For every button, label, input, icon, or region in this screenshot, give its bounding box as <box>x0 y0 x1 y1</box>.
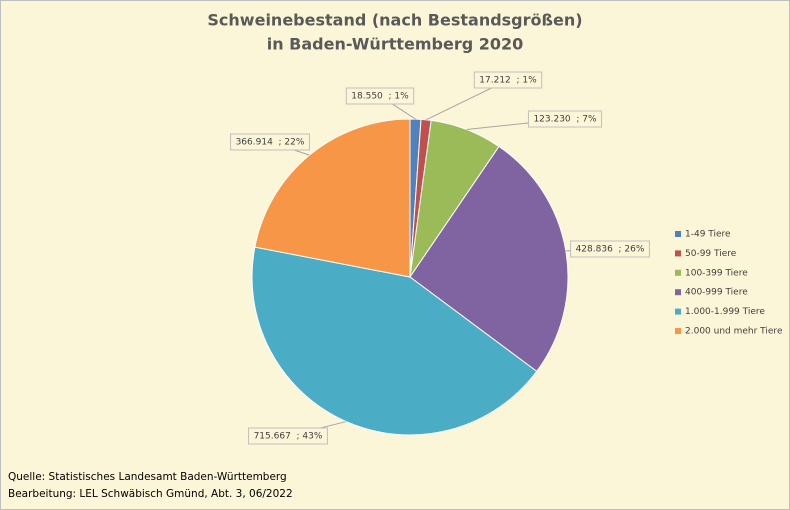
source-note: Bearbeitung: LEL Schwäbisch Gmünd, Abt. … <box>8 488 293 500</box>
pie-slice <box>254 118 411 278</box>
data-label-box <box>345 87 415 105</box>
legend-swatch <box>675 269 681 276</box>
legend-label: 50-99 Tiere <box>685 249 737 259</box>
data-label: 715.667 ; 43% <box>254 432 323 442</box>
pie-slice <box>409 145 569 373</box>
source-note: Quelle: Statistisches Landesamt Baden-Wü… <box>8 471 287 483</box>
pie-slice <box>251 246 538 436</box>
data-label-box <box>570 240 650 258</box>
data-label-box <box>230 133 310 151</box>
chart-title: in Baden-Württemberg 2020 <box>267 35 524 54</box>
legend-label: 400-999 Tiere <box>685 288 748 298</box>
data-label: 366.914 ; 22% <box>236 138 305 148</box>
legend-swatch <box>675 231 681 237</box>
legend-label: 1.000-1.999 Tiere <box>685 307 765 317</box>
data-label: 17.212 ; 1% <box>479 76 537 86</box>
data-label: 123.230 ; 7% <box>533 115 597 125</box>
data-label-box <box>473 71 543 89</box>
data-label-box <box>527 110 603 128</box>
data-label: 428.836 ; 26% <box>576 245 645 255</box>
data-label-box <box>248 427 328 445</box>
legend-label: 2.000 und mehr Tiere <box>685 327 783 337</box>
legend-label: 1-49 Tiere <box>685 230 731 240</box>
legend-swatch <box>675 289 681 296</box>
legend-swatch <box>675 328 681 334</box>
legend-swatch <box>675 250 681 257</box>
legend-swatch <box>675 308 681 315</box>
legend-label: 100-399 Tiere <box>685 268 748 278</box>
chart-title: Schweinebestand (nach Bestandsgrößen) <box>207 11 582 30</box>
data-label: 18.550 ; 1% <box>351 92 409 102</box>
